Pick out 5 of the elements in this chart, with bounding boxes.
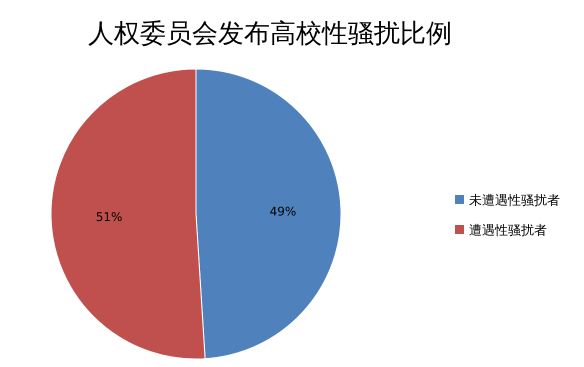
legend-label: 未遭遇性骚扰者 <box>469 194 560 209</box>
data-label: 51% <box>96 210 122 224</box>
data-label: 49% <box>270 204 296 218</box>
chart-title: 人权委员会发布高校性骚扰比例 <box>88 19 452 49</box>
legend-label: 遭遇性骚扰者 <box>469 224 547 239</box>
